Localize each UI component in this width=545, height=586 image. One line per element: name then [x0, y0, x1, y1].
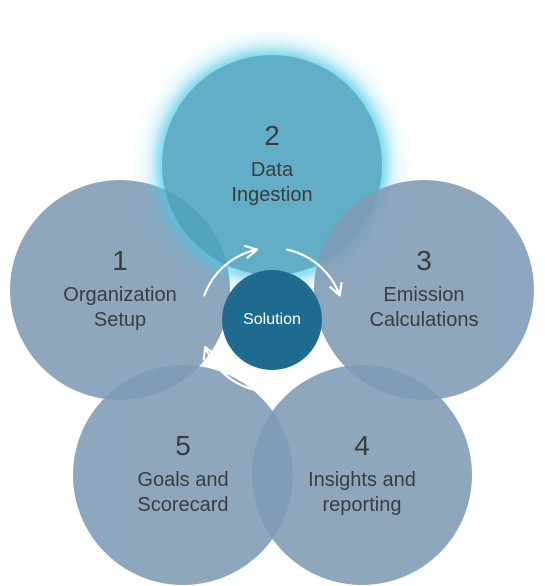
- petal-number: 4: [354, 432, 370, 460]
- petal-label: Data Ingestion: [231, 158, 312, 208]
- petal-p5: 5 Goals and Scorecard: [73, 365, 293, 585]
- petal-number: 1: [112, 247, 128, 275]
- petal-label: Organization Setup: [63, 283, 176, 333]
- petal-label: Emission Calculations: [370, 283, 479, 333]
- petal-number: 2: [264, 122, 280, 150]
- center-hub: Solution: [222, 270, 322, 370]
- petal-label: Goals and Scorecard: [137, 468, 228, 518]
- flower-diagram: 1 Organization Setup 2 Data Ingestion 3 Emiss…: [0, 0, 545, 586]
- center-hub-label: Solution: [243, 311, 301, 329]
- petal-label: Insights and reporting: [308, 468, 416, 518]
- petal-number: 3: [416, 247, 432, 275]
- petal-number: 5: [175, 432, 191, 460]
